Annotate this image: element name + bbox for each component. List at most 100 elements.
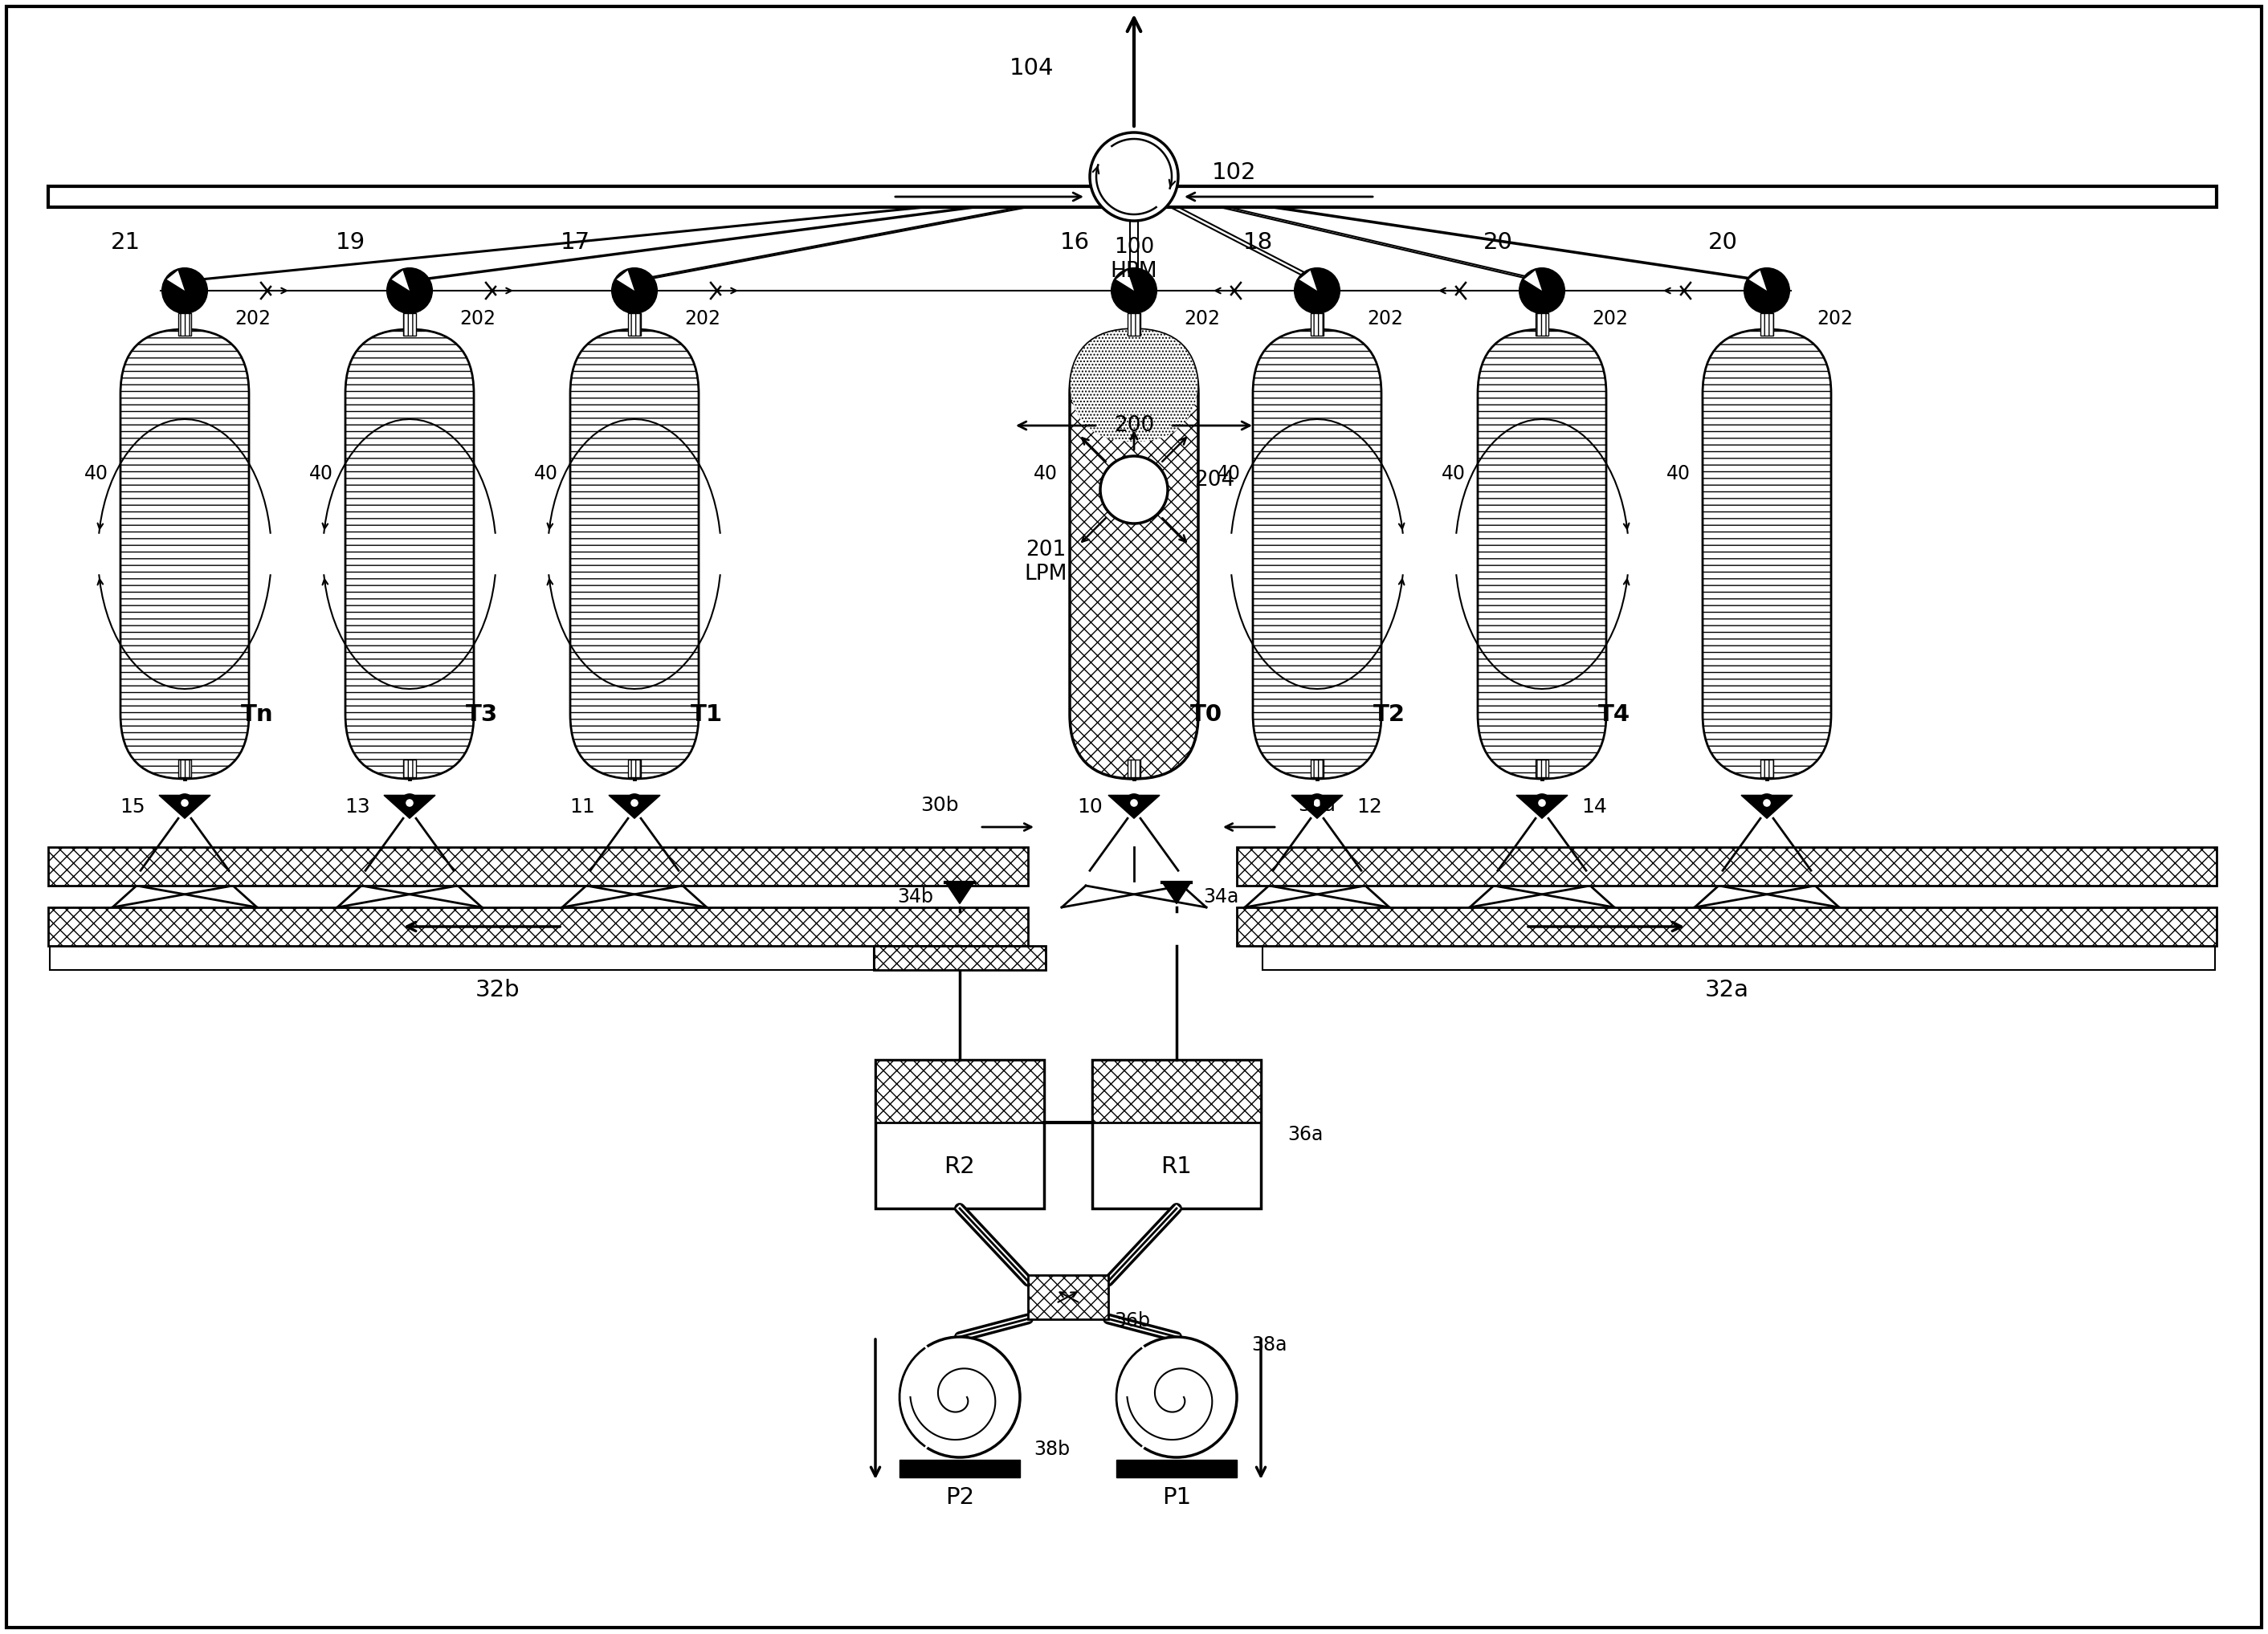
Text: P1: P1 — [1161, 1487, 1191, 1508]
FancyBboxPatch shape — [345, 328, 474, 779]
Circle shape — [175, 794, 193, 812]
Text: 202: 202 — [1368, 309, 1404, 328]
Text: 34b: 34b — [898, 887, 934, 907]
Text: 202: 202 — [1817, 309, 1853, 328]
Bar — [875, 1060, 1043, 1123]
Circle shape — [1758, 794, 1776, 812]
FancyBboxPatch shape — [569, 328, 699, 779]
Bar — [1236, 907, 2216, 946]
Polygon shape — [1749, 271, 1767, 291]
Bar — [1760, 760, 1774, 778]
Polygon shape — [1109, 796, 1134, 819]
Text: 38a: 38a — [1252, 1335, 1286, 1355]
Circle shape — [1091, 132, 1177, 221]
Bar — [404, 314, 415, 335]
Text: 100
HPM: 100 HPM — [1111, 237, 1157, 281]
Polygon shape — [1116, 271, 1134, 291]
Circle shape — [626, 794, 644, 812]
Polygon shape — [635, 796, 660, 819]
Circle shape — [1125, 794, 1143, 812]
Bar — [48, 846, 1027, 886]
Circle shape — [1762, 799, 1771, 807]
Text: 16: 16 — [1059, 232, 1091, 253]
Text: 32a: 32a — [1706, 979, 1749, 1002]
Text: 13: 13 — [345, 797, 370, 817]
Bar — [1116, 1459, 1236, 1477]
Bar — [179, 314, 191, 335]
Circle shape — [401, 794, 420, 812]
Polygon shape — [1134, 796, 1159, 819]
FancyBboxPatch shape — [1070, 328, 1198, 441]
Text: 38b: 38b — [1034, 1440, 1070, 1459]
Circle shape — [1313, 799, 1320, 807]
FancyBboxPatch shape — [1070, 328, 1198, 779]
Circle shape — [163, 268, 206, 314]
Circle shape — [1111, 268, 1157, 314]
Text: 200: 200 — [1114, 415, 1154, 436]
Bar — [48, 907, 1027, 946]
Text: R2: R2 — [943, 1155, 975, 1178]
Text: 40: 40 — [1667, 464, 1690, 484]
FancyBboxPatch shape — [1479, 328, 1606, 779]
Bar — [900, 1459, 1021, 1477]
Bar — [873, 946, 1046, 971]
Bar — [1127, 314, 1141, 335]
Circle shape — [631, 799, 637, 807]
Text: 202: 202 — [1184, 309, 1220, 328]
Bar — [1311, 760, 1325, 778]
Polygon shape — [411, 796, 435, 819]
Bar — [48, 186, 2216, 208]
Polygon shape — [946, 882, 975, 904]
Bar — [50, 946, 873, 971]
Text: T1: T1 — [692, 703, 723, 725]
Text: 202: 202 — [1592, 309, 1628, 328]
Polygon shape — [159, 796, 184, 819]
Bar — [628, 314, 642, 335]
Circle shape — [1116, 1337, 1236, 1458]
Circle shape — [1129, 799, 1139, 807]
Bar — [1127, 760, 1141, 778]
Text: T4: T4 — [1599, 703, 1631, 725]
Text: 36a: 36a — [1288, 1124, 1322, 1144]
Text: R1: R1 — [1161, 1155, 1193, 1178]
Bar — [1027, 1275, 1109, 1319]
Polygon shape — [1161, 882, 1191, 904]
FancyBboxPatch shape — [1252, 328, 1381, 779]
Text: 32b: 32b — [476, 979, 519, 1002]
Polygon shape — [1542, 796, 1567, 819]
Text: 18: 18 — [1243, 232, 1272, 253]
Text: T2: T2 — [1374, 703, 1406, 725]
FancyBboxPatch shape — [1703, 328, 1830, 779]
Text: 20: 20 — [1708, 232, 1737, 253]
Bar — [179, 760, 191, 778]
Polygon shape — [383, 796, 411, 819]
Circle shape — [900, 1337, 1021, 1458]
Polygon shape — [1318, 796, 1343, 819]
Text: 202: 202 — [236, 309, 272, 328]
Polygon shape — [1290, 796, 1318, 819]
Polygon shape — [1517, 796, 1542, 819]
Text: 10: 10 — [1077, 797, 1102, 817]
Bar — [1535, 314, 1549, 335]
Circle shape — [388, 268, 433, 314]
Text: 30a: 30a — [1297, 796, 1336, 815]
Polygon shape — [1767, 796, 1792, 819]
Text: 201
LPM: 201 LPM — [1025, 539, 1068, 585]
Bar — [1236, 846, 2216, 886]
Polygon shape — [392, 271, 411, 291]
Bar — [628, 760, 642, 778]
Polygon shape — [608, 796, 635, 819]
Polygon shape — [617, 271, 635, 291]
Bar — [875, 1060, 1043, 1209]
Text: P2: P2 — [946, 1487, 975, 1508]
Bar — [1311, 314, 1325, 335]
Circle shape — [1520, 268, 1565, 314]
Circle shape — [1533, 794, 1551, 812]
Circle shape — [1295, 268, 1340, 314]
Bar — [404, 760, 415, 778]
Text: 204: 204 — [1195, 469, 1234, 490]
Text: Tn: Tn — [240, 703, 274, 725]
Circle shape — [406, 799, 413, 807]
Polygon shape — [168, 271, 184, 291]
Polygon shape — [1524, 271, 1542, 291]
